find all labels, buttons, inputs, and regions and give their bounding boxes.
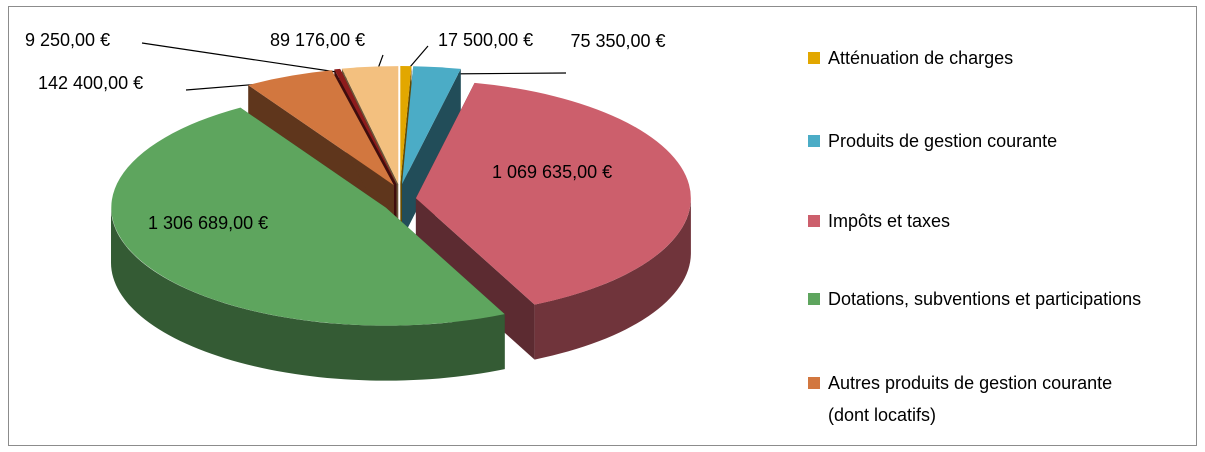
data-label: 1 306 689,00 €: [148, 213, 269, 233]
slice-wall: [111, 207, 505, 381]
legend-swatch: [808, 135, 820, 147]
pie: [111, 66, 691, 381]
slice: [415, 82, 691, 305]
slice-side: [415, 198, 535, 360]
slice: [334, 68, 397, 185]
slice-wall: [534, 198, 691, 360]
slice: [248, 70, 394, 186]
legend-label: Impôts et taxes: [828, 211, 951, 231]
legend-label: Dotations, subventions et participations: [828, 289, 1142, 309]
legend-label: Autres produits de gestion courante (don…: [828, 373, 1113, 425]
data-label: 142 400,00 €: [38, 73, 144, 93]
slice: [402, 66, 461, 185]
slice: [111, 107, 505, 326]
data-label: 75 350,00 €: [570, 31, 666, 51]
leader-line: [141, 42, 351, 75]
legend-swatch: [808, 215, 820, 227]
data-label: 89 176,00 €: [270, 30, 366, 50]
legend-label: Produits de gestion courante: [828, 131, 1058, 151]
legend-swatch: [808, 52, 820, 64]
legend-swatch: [808, 293, 820, 305]
data-label: 17 500,00 €: [438, 30, 534, 50]
data-label: 9 250,00 €: [25, 30, 111, 50]
slice: [341, 66, 399, 185]
slice: [400, 66, 412, 184]
legend-label: Atténuation de charges: [828, 48, 1014, 68]
legend-swatch: [808, 377, 820, 389]
slice-side: [402, 68, 461, 240]
data-label: 1 069 635,00 €: [492, 162, 613, 182]
